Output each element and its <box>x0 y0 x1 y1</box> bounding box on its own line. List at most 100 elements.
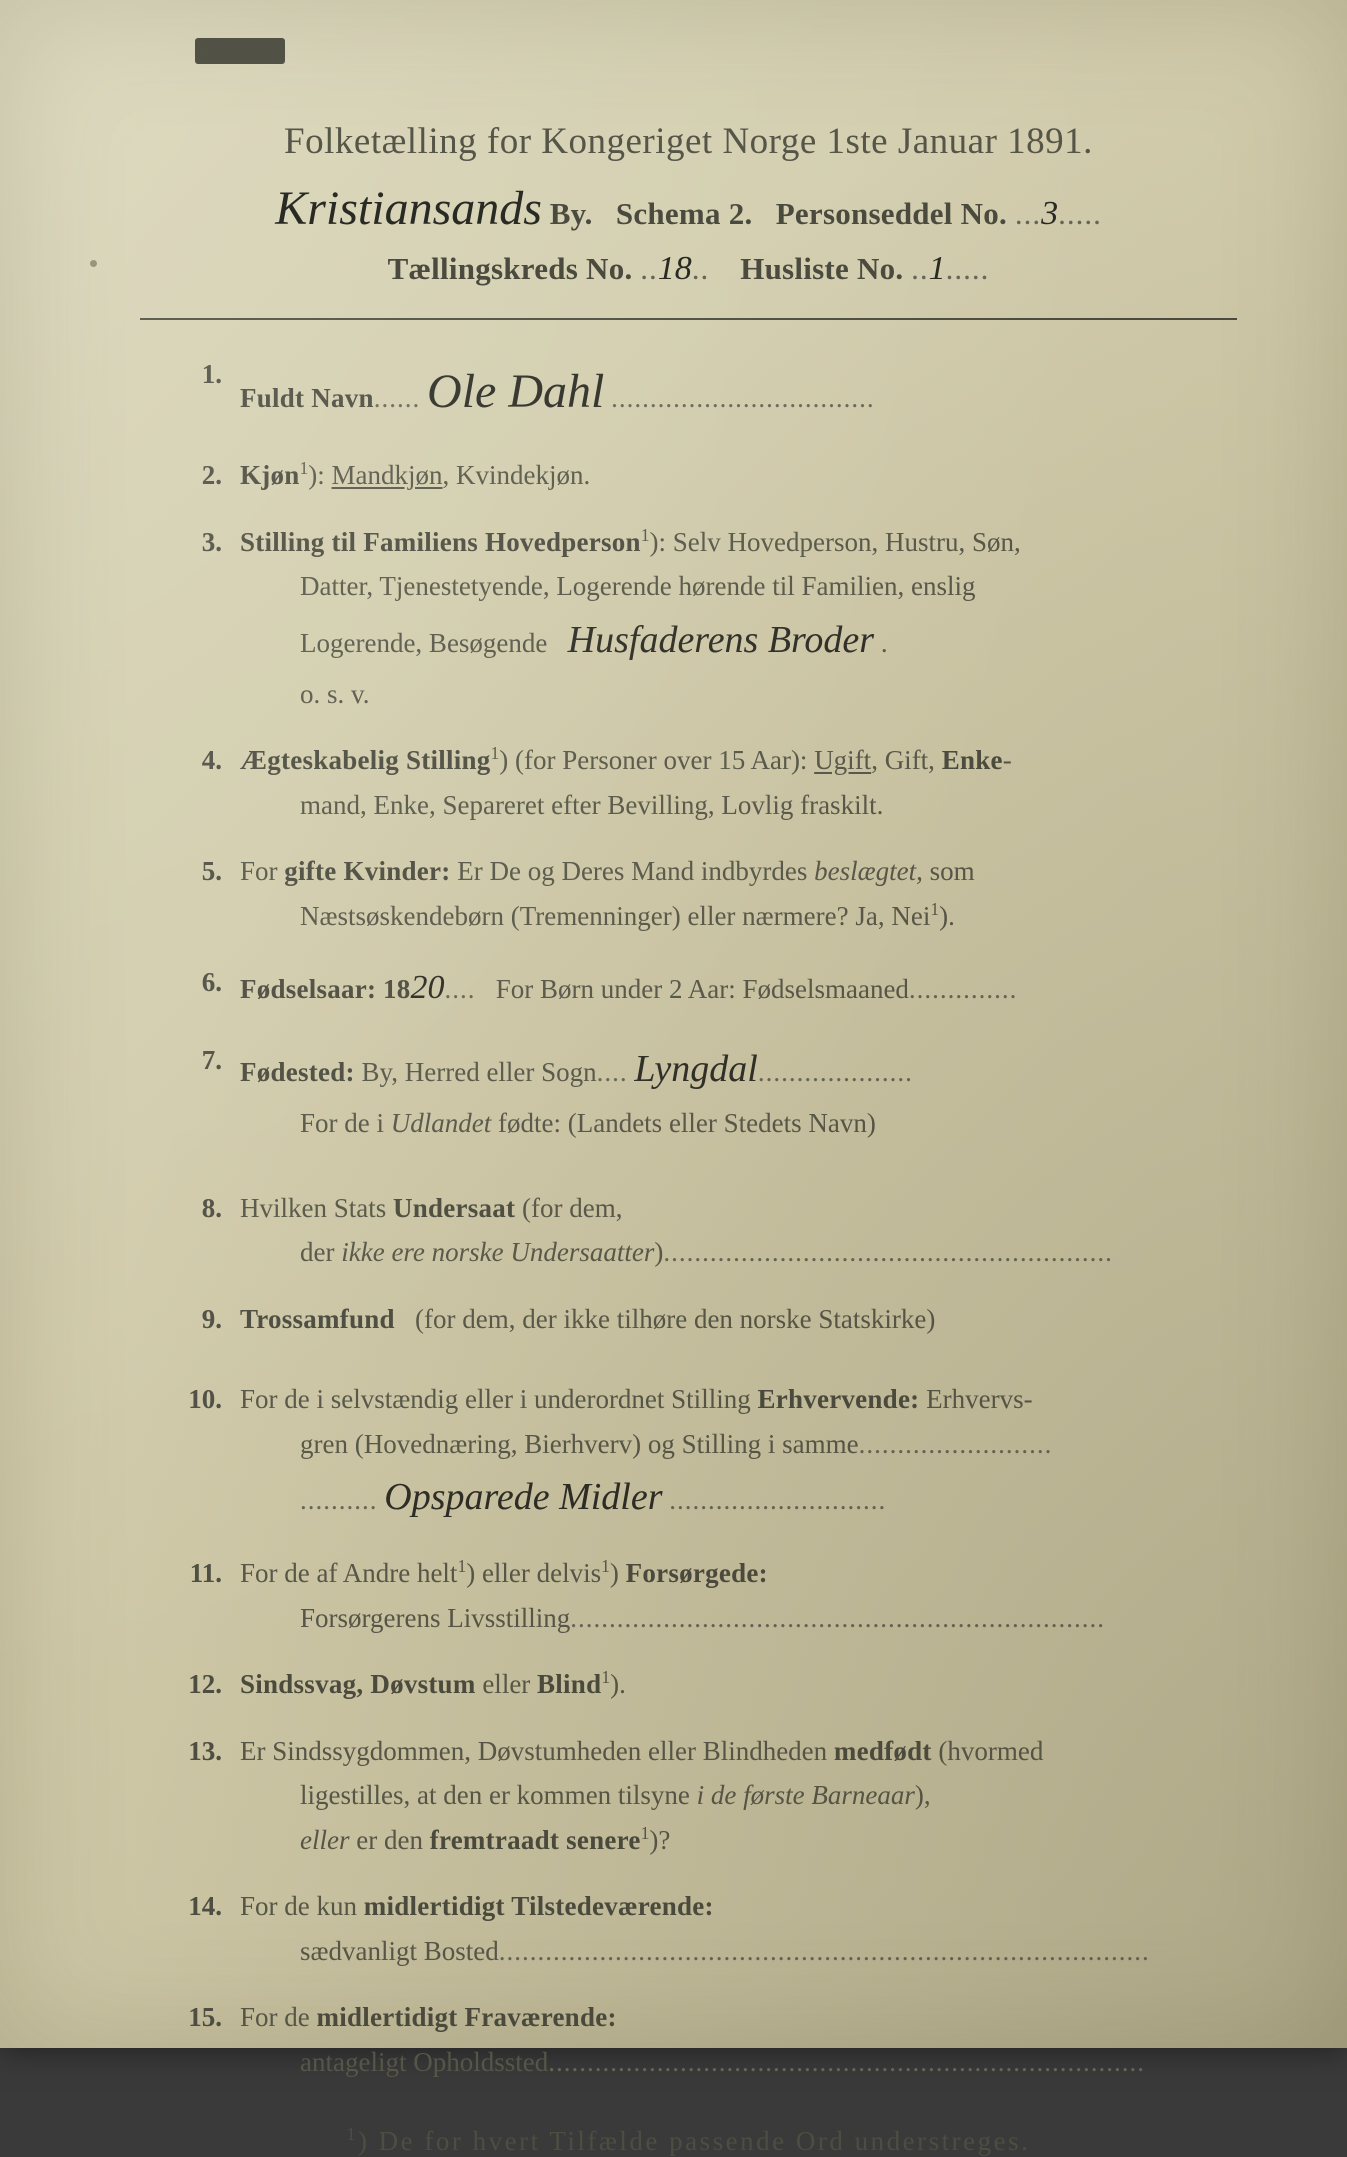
personseddel-label: Personseddel No. <box>776 196 1007 231</box>
item-body: Fuldt Navn...... Ole Dahl ..............… <box>240 352 1237 431</box>
cont: antageligt Opholdssted..................… <box>240 2047 1145 2077</box>
item-1: 1. Fuldt Navn...... Ole Dahl ...........… <box>150 352 1237 431</box>
footnote-ref: 1 <box>601 1556 610 1576</box>
form-header: Folketælling for Kongeriget Norge 1ste J… <box>140 120 1237 288</box>
text: (for dem, <box>515 1193 622 1223</box>
label-gifte: gifte Kvinder: <box>284 856 450 886</box>
label-kjon: Kjøn <box>240 460 300 490</box>
value-year: 20 <box>410 960 444 1016</box>
label-fravaerende: midlertidigt Fraværende: <box>317 2002 617 2032</box>
item-body: For de i selvstændig eller i underordnet… <box>240 1377 1237 1529</box>
cont: For de i Udlandet fødte: (Landets eller … <box>240 1108 876 1138</box>
footnote-ref: 1 <box>491 743 500 763</box>
label-medfodt: medfødt <box>834 1736 932 1766</box>
spacer <box>150 1168 1237 1186</box>
item-number: 15. <box>150 1995 240 2040</box>
item-12: 12. Sindssvag, Døvstum eller Blind1). <box>150 1662 1237 1707</box>
item-body: Fødested: By, Herred eller Sogn.... Lyng… <box>240 1038 1237 1145</box>
cont: gren (Hovednæring, Bierhverv) og Stillin… <box>240 1429 1052 1459</box>
dots: ......................... <box>859 1429 1053 1459</box>
item-body: Er Sindssygdommen, Døvstumheden eller Bl… <box>240 1729 1237 1863</box>
text: Forsørgerens Livsstilling <box>300 1603 570 1633</box>
text: For de i selvstændig eller i underordnet… <box>240 1384 757 1414</box>
text: o. s. v. <box>300 679 370 709</box>
dots: ..... <box>1058 196 1102 231</box>
text: For <box>240 856 284 886</box>
text: Er Sindssygdommen, Døvstumheden eller Bl… <box>240 1736 834 1766</box>
text: Erhvervs- <box>926 1384 1032 1414</box>
item-number: 9. <box>150 1297 240 1342</box>
cont: Næstsøskendebørn (Tremenninger) eller næ… <box>240 901 955 931</box>
footnote-ref: 1 <box>641 525 650 545</box>
item-body: For gifte Kvinder: Er De og Deres Mand i… <box>240 849 1237 938</box>
item-number: 14. <box>150 1884 240 1929</box>
dots: ... <box>1015 196 1041 231</box>
binding-mark <box>195 38 285 64</box>
dots: ........................................… <box>663 1237 1113 1267</box>
cont: der ikke ere norske Undersaatter).......… <box>240 1237 1113 1267</box>
dots: .................................. <box>611 383 875 413</box>
item-15: 15. For de midlertidigt Fraværende: anta… <box>150 1995 1237 2084</box>
item-number: 6. <box>150 960 240 1005</box>
item-5: 5. For gifte Kvinder: Er De og Deres Man… <box>150 849 1237 938</box>
value-stilling: Husfaderens Broder <box>568 609 874 672</box>
text: ) <box>610 1558 626 1588</box>
item-number: 8. <box>150 1186 240 1231</box>
schema-label: Schema 2. <box>616 196 753 231</box>
dots: ...... <box>374 383 421 413</box>
item-9: 9. Trossamfund (for dem, der ikke tilhør… <box>150 1297 1237 1342</box>
label-stilling: Stilling til Familiens Hovedperson <box>240 527 641 557</box>
dots: .................... <box>758 1057 913 1087</box>
year-prefix: 18 <box>383 974 411 1004</box>
dots: .............. <box>909 974 1018 1004</box>
paper-speck <box>90 260 97 267</box>
cont: mand, Enke, Separeret efter Bevilling, L… <box>240 790 883 820</box>
footnote-text: ) De for hvert Tilfælde passende Ord und… <box>358 2126 1030 2156</box>
item-body: Hvilken Stats Undersaat (for dem, der ik… <box>240 1186 1237 1275</box>
text: By, Herred eller Sogn <box>361 1057 596 1087</box>
cont: eller er den fremtraadt senere1)? <box>240 1825 670 1855</box>
label-fodested: Fødested: <box>240 1057 355 1087</box>
cont: ligestilles, at den er kommen tilsyne i … <box>240 1780 931 1810</box>
label-blind: Blind <box>537 1669 601 1699</box>
item-10: 10. For de i selvstændig eller i underor… <box>150 1377 1237 1529</box>
by-label: By. <box>550 196 593 231</box>
text: )? <box>649 1825 670 1855</box>
form-items: 1. Fuldt Navn...... Ole Dahl ...........… <box>150 352 1237 2084</box>
text: gren (Hovednæring, Bierhverv) og Stillin… <box>300 1429 859 1459</box>
item-number: 11. <box>150 1551 240 1596</box>
label-fodselsaar: Fødselsaar: <box>240 974 376 1004</box>
item-3: 3. Stilling til Familiens Hovedperson1):… <box>150 520 1237 716</box>
dots: .. <box>692 251 710 286</box>
city-handwritten: Kristiansands <box>275 181 542 236</box>
label-forsorgede: Forsørgede: <box>626 1558 768 1588</box>
separator-line <box>140 318 1237 320</box>
item-number: 1. <box>150 352 240 397</box>
text: (hvormed <box>932 1736 1044 1766</box>
personseddel-no: 3 <box>1041 195 1058 233</box>
text: For de <box>240 2002 317 2032</box>
text: For de kun <box>240 1891 364 1921</box>
text: Hvilken Stats <box>240 1193 393 1223</box>
text: mand, Enke, Separeret efter Bevilling, L… <box>300 790 883 820</box>
cont: Forsørgerens Livsstilling...............… <box>240 1603 1105 1633</box>
item-body: Sindssvag, Døvstum eller Blind1). <box>240 1662 1237 1707</box>
item-number: 2. <box>150 453 240 498</box>
italic-beslaegtet: beslægtet, <box>814 856 923 886</box>
footnote-ref: 1 <box>601 1667 610 1687</box>
label-enke: Enke <box>942 745 1003 775</box>
dots: ........................................… <box>570 1603 1105 1633</box>
italic-phrase: ikke ere norske Undersaatter <box>341 1237 654 1267</box>
footnote: 1) De for hvert Tilfælde passende Ord un… <box>140 2124 1237 2157</box>
label-erhvervende: Erhvervende: <box>757 1384 919 1414</box>
label-sindssvag: Sindssvag, Døvstum <box>240 1669 476 1699</box>
label-tilstedevaerende: midlertidigt Tilstedeværende: <box>364 1891 714 1921</box>
dots: .... <box>597 1057 628 1087</box>
item-13: 13. Er Sindssygdommen, Døvstumheden elle… <box>150 1729 1237 1863</box>
text: sædvanligt Bosted <box>300 1936 499 1966</box>
item-4: 4. Ægteskabelig Stilling1) (for Personer… <box>150 738 1237 827</box>
value-name: Ole Dahl <box>427 352 604 431</box>
cont: o. s. v. <box>240 679 370 709</box>
kreds-label: Tællingskreds No. <box>388 251 633 286</box>
text: For de af Andre helt <box>240 1558 457 1588</box>
